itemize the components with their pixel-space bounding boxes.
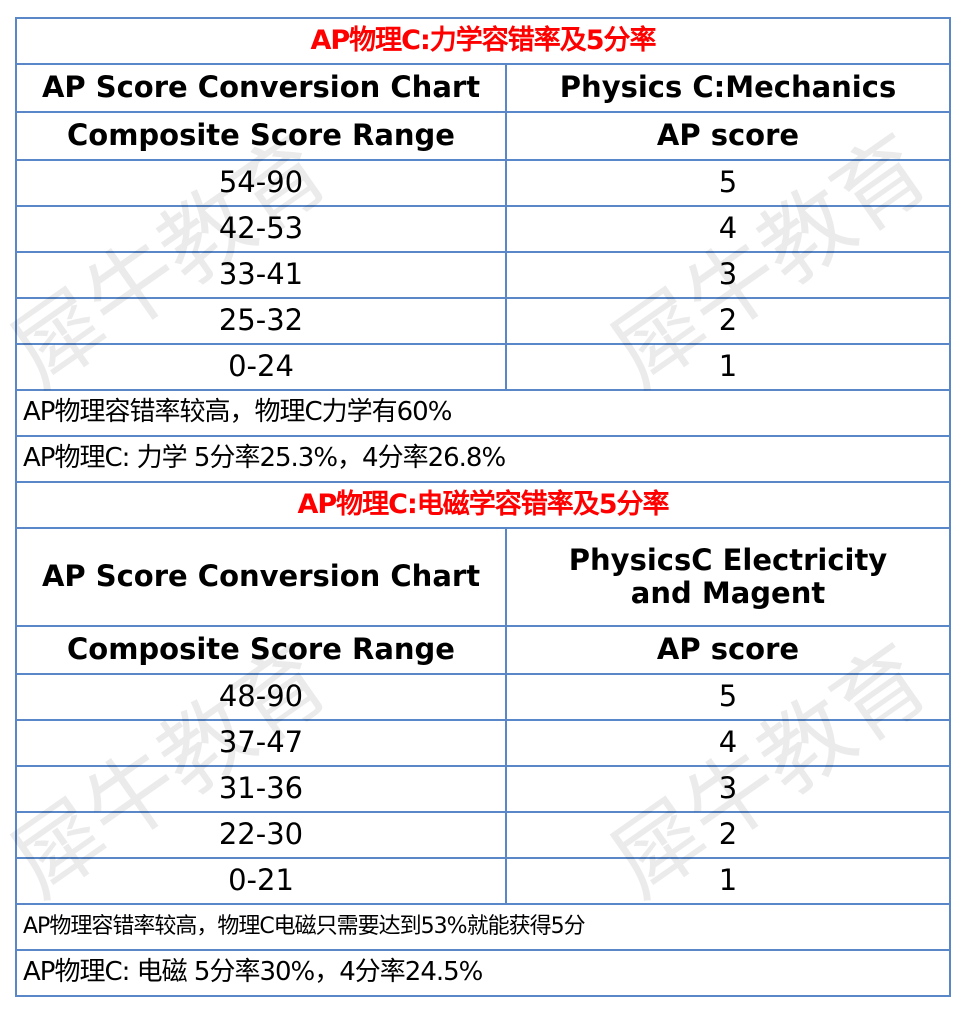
table-row: 42-53 4 (15, 205, 951, 253)
table-row: 54-90 5 (15, 159, 951, 207)
score-cell: 5 (505, 673, 951, 721)
range-cell: 54-90 (15, 159, 507, 207)
table-row: 48-90 5 (15, 673, 951, 721)
mechanics-note-2: AP物理C: 力学 5分率25.3%，4分率26.8% (15, 435, 951, 483)
table-row: 33-41 3 (15, 251, 951, 299)
range-cell: 33-41 (15, 251, 507, 299)
em-note-1: AP物理容错率较高，物理C电磁只需要达到53%就能获得5分 (15, 903, 951, 951)
table-row: 25-32 2 (15, 297, 951, 345)
table-row: 37-47 4 (15, 719, 951, 767)
mechanics-chart-label: AP Score Conversion Chart (15, 63, 507, 113)
score-cell: 1 (505, 343, 951, 391)
score-cell: 1 (505, 857, 951, 905)
ap-physics-score-table: AP物理C:力学容错率及5分率 AP Score Conversion Char… (15, 17, 951, 997)
column-header-score: AP score (505, 625, 951, 675)
score-cell: 2 (505, 297, 951, 345)
range-cell: 0-21 (15, 857, 507, 905)
score-cell: 4 (505, 205, 951, 253)
range-cell: 48-90 (15, 673, 507, 721)
em-title: AP物理C:电磁学容错率及5分率 (15, 481, 951, 529)
em-chart-label: AP Score Conversion Chart (15, 527, 507, 627)
mechanics-note-1: AP物理容错率较高，物理C力学有60% (15, 389, 951, 437)
em-subject-label: PhysicsC Electricity and Magent (505, 527, 951, 627)
score-cell: 4 (505, 719, 951, 767)
range-cell: 25-32 (15, 297, 507, 345)
range-cell: 31-36 (15, 765, 507, 813)
mechanics-subject-label: Physics C:Mechanics (505, 63, 951, 113)
score-cell: 5 (505, 159, 951, 207)
table-row: 0-24 1 (15, 343, 951, 391)
score-cell: 3 (505, 765, 951, 813)
column-header-range: Composite Score Range (15, 111, 507, 161)
range-cell: 0-24 (15, 343, 507, 391)
score-cell: 3 (505, 251, 951, 299)
column-header-score: AP score (505, 111, 951, 161)
table-row: 22-30 2 (15, 811, 951, 859)
table-row: 31-36 3 (15, 765, 951, 813)
mechanics-title: AP物理C:力学容错率及5分率 (15, 17, 951, 65)
range-cell: 37-47 (15, 719, 507, 767)
table-row: 0-21 1 (15, 857, 951, 905)
em-note-2: AP物理C: 电磁 5分率30%，4分率24.5% (15, 949, 951, 997)
range-cell: 22-30 (15, 811, 507, 859)
range-cell: 42-53 (15, 205, 507, 253)
score-cell: 2 (505, 811, 951, 859)
column-header-range: Composite Score Range (15, 625, 507, 675)
